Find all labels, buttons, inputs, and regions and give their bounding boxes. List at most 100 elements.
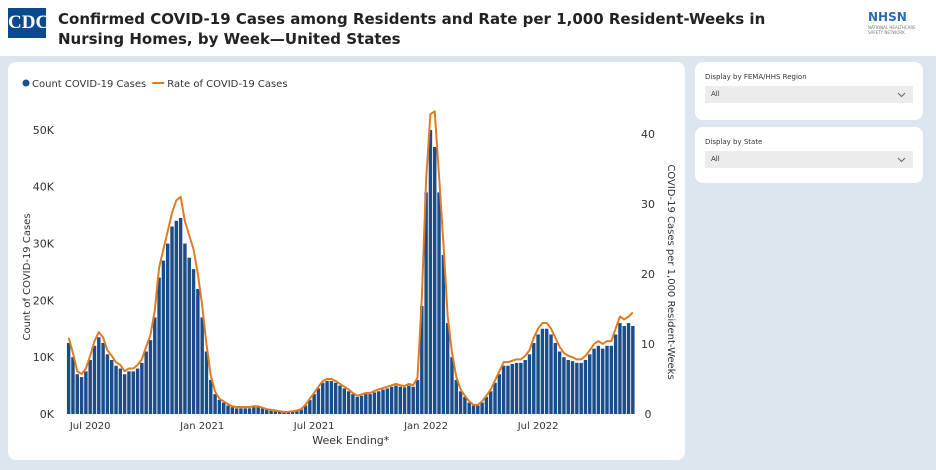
bar bbox=[269, 410, 273, 414]
bar bbox=[631, 325, 635, 414]
bar bbox=[122, 374, 127, 414]
bar bbox=[346, 391, 351, 414]
bar bbox=[514, 362, 519, 414]
bar bbox=[308, 399, 312, 414]
chart: 0K 10K 20K 30K 40K 50K 0 10 20 30 40 Jul 2020 Jan 20… bbox=[22, 79, 676, 447]
line bbox=[67, 110, 634, 413]
y-tick-label: 0K bbox=[40, 408, 55, 421]
bar bbox=[209, 379, 213, 414]
bar bbox=[394, 385, 398, 414]
bar bbox=[165, 243, 170, 414]
bar bbox=[256, 407, 260, 414]
bar bbox=[480, 402, 484, 414]
bar bbox=[92, 345, 97, 414]
bar bbox=[355, 396, 359, 414]
legend-label: Rate of COVID-19 Cases bbox=[167, 79, 287, 90]
bar bbox=[368, 394, 372, 414]
x-tick-label: Jul 2020 bbox=[69, 421, 111, 432]
bar bbox=[239, 408, 243, 414]
bar bbox=[286, 412, 291, 414]
bar bbox=[415, 379, 420, 414]
x-tick-label: Jan 2022 bbox=[403, 421, 448, 432]
bar bbox=[230, 407, 235, 414]
bar bbox=[575, 362, 579, 414]
bar bbox=[359, 395, 364, 414]
bar bbox=[247, 408, 252, 414]
y-tick-label: 30K bbox=[33, 238, 55, 251]
nhsn-logo: NHSN bbox=[868, 10, 907, 24]
bar bbox=[527, 354, 532, 414]
bar bbox=[114, 365, 118, 414]
bar bbox=[592, 348, 596, 414]
legend-label: Count COVID-19 Cases bbox=[32, 79, 146, 90]
filter-card: Display by FEMA/HHS Region All bbox=[695, 62, 923, 120]
bar bbox=[364, 394, 368, 414]
bar bbox=[420, 306, 424, 414]
bar bbox=[553, 342, 558, 414]
bar bbox=[325, 381, 329, 414]
bar bbox=[389, 386, 394, 414]
header: CDC Confirmed COVID-19 Cases among Resid… bbox=[0, 0, 936, 56]
y-tick-label: 50K bbox=[33, 124, 55, 137]
bar bbox=[557, 351, 562, 414]
cdc-logo: CDC bbox=[8, 8, 49, 38]
dashboard: 0K 10K 20K 30K 40K 50K 0 10 20 30 40 Jul 2020 Jan 20… bbox=[0, 56, 936, 470]
bar bbox=[333, 382, 338, 414]
bar bbox=[626, 323, 631, 414]
bar bbox=[338, 385, 342, 414]
bar bbox=[157, 277, 161, 414]
x-tick-label: Jul 2022 bbox=[517, 421, 559, 432]
bar bbox=[484, 396, 489, 414]
bar bbox=[321, 382, 325, 414]
bar bbox=[174, 220, 179, 414]
bar bbox=[588, 354, 592, 414]
y-tick-label: 20K bbox=[33, 294, 55, 307]
bar bbox=[450, 357, 454, 414]
bar bbox=[217, 399, 222, 414]
bar bbox=[118, 368, 123, 414]
bar bbox=[342, 388, 347, 414]
bar bbox=[213, 394, 217, 414]
bar bbox=[613, 334, 618, 414]
bar bbox=[135, 368, 140, 414]
bar bbox=[536, 334, 540, 414]
bar bbox=[316, 388, 321, 414]
bar bbox=[402, 387, 407, 414]
bar bbox=[566, 360, 570, 414]
bar bbox=[295, 411, 299, 414]
bar bbox=[79, 377, 84, 414]
bar bbox=[282, 412, 286, 414]
bar bbox=[549, 334, 553, 414]
dropdown[interactable]: All bbox=[705, 86, 913, 103]
bar bbox=[265, 409, 269, 414]
bar bbox=[183, 243, 187, 414]
filter-label: Display by FEMA/HHS Region bbox=[705, 73, 807, 81]
bar bbox=[381, 389, 385, 414]
y2-tick-label: 20 bbox=[641, 268, 655, 281]
bar bbox=[497, 374, 502, 414]
dropdown[interactable]: All bbox=[705, 151, 913, 168]
bar bbox=[75, 374, 79, 414]
bar bbox=[622, 325, 626, 414]
bar bbox=[583, 360, 588, 414]
bar bbox=[385, 388, 390, 414]
bar bbox=[398, 386, 403, 414]
bar bbox=[191, 269, 196, 414]
bar bbox=[178, 217, 183, 414]
y-tick-label: 40K bbox=[33, 181, 55, 194]
nhsn-tagline: NATIONAL HEALTHCARE SAFETY NETWORK bbox=[868, 25, 916, 35]
dropdown-value: All bbox=[711, 90, 720, 98]
y2-tick-label: 40 bbox=[641, 128, 655, 141]
bar bbox=[372, 392, 377, 414]
bar bbox=[532, 342, 536, 414]
bar bbox=[441, 254, 446, 414]
bar bbox=[428, 129, 433, 414]
bar bbox=[445, 323, 450, 414]
filter-card: Display by State All bbox=[695, 127, 923, 183]
bar bbox=[144, 351, 148, 414]
bar bbox=[433, 146, 437, 414]
x-tick-label: Jul 2021 bbox=[293, 421, 335, 432]
legend-swatch bbox=[22, 79, 30, 87]
bar bbox=[407, 385, 411, 414]
